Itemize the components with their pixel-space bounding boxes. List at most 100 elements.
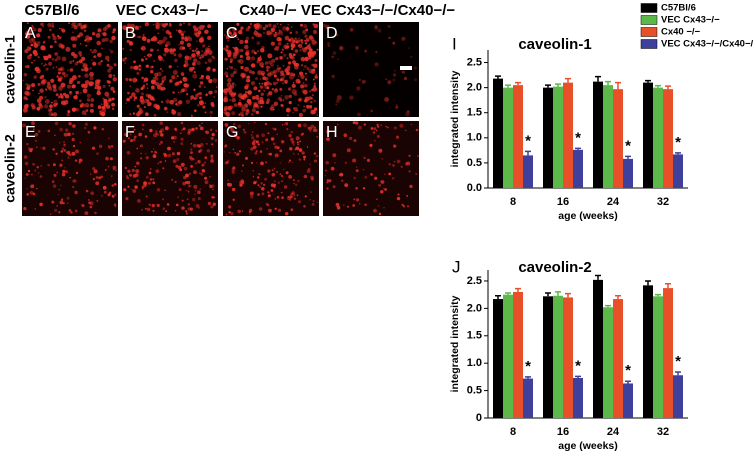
micrograph-signal	[33, 128, 35, 131]
micrograph-signal	[300, 23, 303, 27]
micrograph-signal	[291, 26, 293, 28]
micrograph-signal	[110, 145, 114, 148]
micrograph-signal	[24, 161, 29, 166]
micrograph-signal	[310, 124, 315, 129]
micrograph-signal	[54, 52, 58, 56]
micrograph-signal	[68, 122, 72, 126]
micrograph-signal	[176, 75, 179, 78]
micrograph-signal	[203, 25, 205, 28]
micrograph-signal	[269, 106, 274, 111]
micrograph-signal	[395, 104, 398, 106]
micrograph-signal	[305, 28, 309, 32]
micrograph-signal	[164, 160, 167, 162]
micrograph-signal	[411, 55, 413, 58]
micrograph-signal	[366, 158, 371, 162]
micrograph-signal	[300, 84, 305, 89]
micrograph-signal	[127, 185, 130, 188]
micrograph-signal	[123, 188, 127, 192]
micrograph-signal	[300, 39, 303, 42]
micrograph-signal	[72, 132, 74, 135]
micrograph-signal	[162, 59, 165, 62]
micrograph-signal	[262, 76, 267, 81]
micrograph-signal	[39, 147, 42, 149]
micrograph-signal	[228, 87, 231, 90]
micrograph-signal	[392, 164, 395, 167]
micrograph-signal	[60, 100, 66, 105]
micrograph-signal	[155, 132, 158, 135]
micrograph-signal	[210, 154, 214, 158]
panel-letter: J	[452, 257, 461, 276]
micrograph-signal	[233, 103, 238, 107]
micrograph-signal	[336, 205, 341, 210]
micrograph-signal	[187, 190, 190, 193]
micrograph-signal	[245, 36, 250, 41]
micrograph-signal	[110, 50, 114, 54]
micrograph-signal	[151, 85, 155, 90]
micrograph-signal	[129, 65, 134, 70]
micrograph-signal	[130, 139, 133, 143]
micrograph-signal	[108, 74, 113, 78]
micrograph-signal	[233, 68, 236, 70]
micrograph-signal	[377, 204, 380, 207]
micrograph-signal	[146, 87, 149, 90]
micrograph-signal	[226, 58, 228, 60]
micrograph-signal	[95, 176, 99, 179]
micrograph-signal	[314, 75, 318, 79]
error-bar	[645, 79, 651, 83]
micrograph-signal	[209, 175, 211, 178]
micrograph-signal	[65, 151, 68, 154]
micrograph-signal	[168, 23, 172, 27]
micrograph-signal	[31, 37, 36, 42]
micrograph-signal	[164, 126, 169, 131]
micrograph-signal	[89, 108, 94, 113]
micrograph-signal	[193, 50, 195, 53]
micrograph-signal	[241, 114, 244, 117]
micrograph-signal	[180, 137, 184, 141]
micrograph-signal	[178, 53, 183, 58]
micrograph-signal	[302, 108, 307, 113]
micrograph-signal	[293, 107, 295, 109]
micrograph-signal	[98, 176, 102, 180]
micrograph-signal	[178, 100, 183, 105]
error-bar	[645, 280, 651, 286]
error-bar	[515, 287, 521, 292]
micrograph-signal	[230, 211, 234, 216]
micrograph-signal	[325, 129, 330, 134]
micrograph-signal	[315, 156, 317, 158]
micrograph-signal	[353, 176, 357, 180]
micrograph-signal	[49, 28, 52, 32]
micrograph-signal	[324, 174, 327, 177]
micrograph-signal	[261, 192, 265, 196]
micrograph-signal	[115, 205, 117, 208]
micrograph-signal	[380, 190, 384, 194]
micrograph-signal	[288, 61, 292, 65]
micrograph-signal	[304, 72, 307, 75]
micrograph-signal	[401, 36, 406, 41]
micrograph-signal	[107, 145, 110, 147]
micrograph-signal	[85, 44, 88, 47]
micrograph-signal	[215, 130, 218, 132]
micrograph-signal	[292, 111, 294, 114]
micrograph-signal	[183, 64, 187, 68]
micrograph-signal	[355, 198, 360, 202]
micrograph-signal	[167, 153, 172, 158]
micrograph-signal	[52, 66, 55, 69]
micrograph-signal	[344, 183, 349, 188]
micrograph-signal	[239, 99, 241, 102]
micrograph-signal	[290, 208, 294, 212]
error-bar	[625, 380, 631, 384]
micrograph-signal	[292, 152, 295, 155]
micrograph-signal	[193, 32, 198, 36]
micrograph-signal	[236, 136, 240, 140]
micrograph-signal	[133, 128, 136, 131]
micrograph-signal	[339, 172, 344, 177]
significance-marker: *	[675, 134, 681, 151]
micrograph-signal	[202, 105, 206, 109]
micrograph-signal	[361, 79, 366, 84]
micrograph-signal	[133, 135, 137, 139]
micrograph-signal	[291, 161, 293, 164]
micrograph-signal	[79, 99, 82, 103]
micrograph-signal	[53, 103, 57, 107]
micrograph-signal	[279, 55, 283, 60]
micrograph-signal	[112, 165, 117, 170]
